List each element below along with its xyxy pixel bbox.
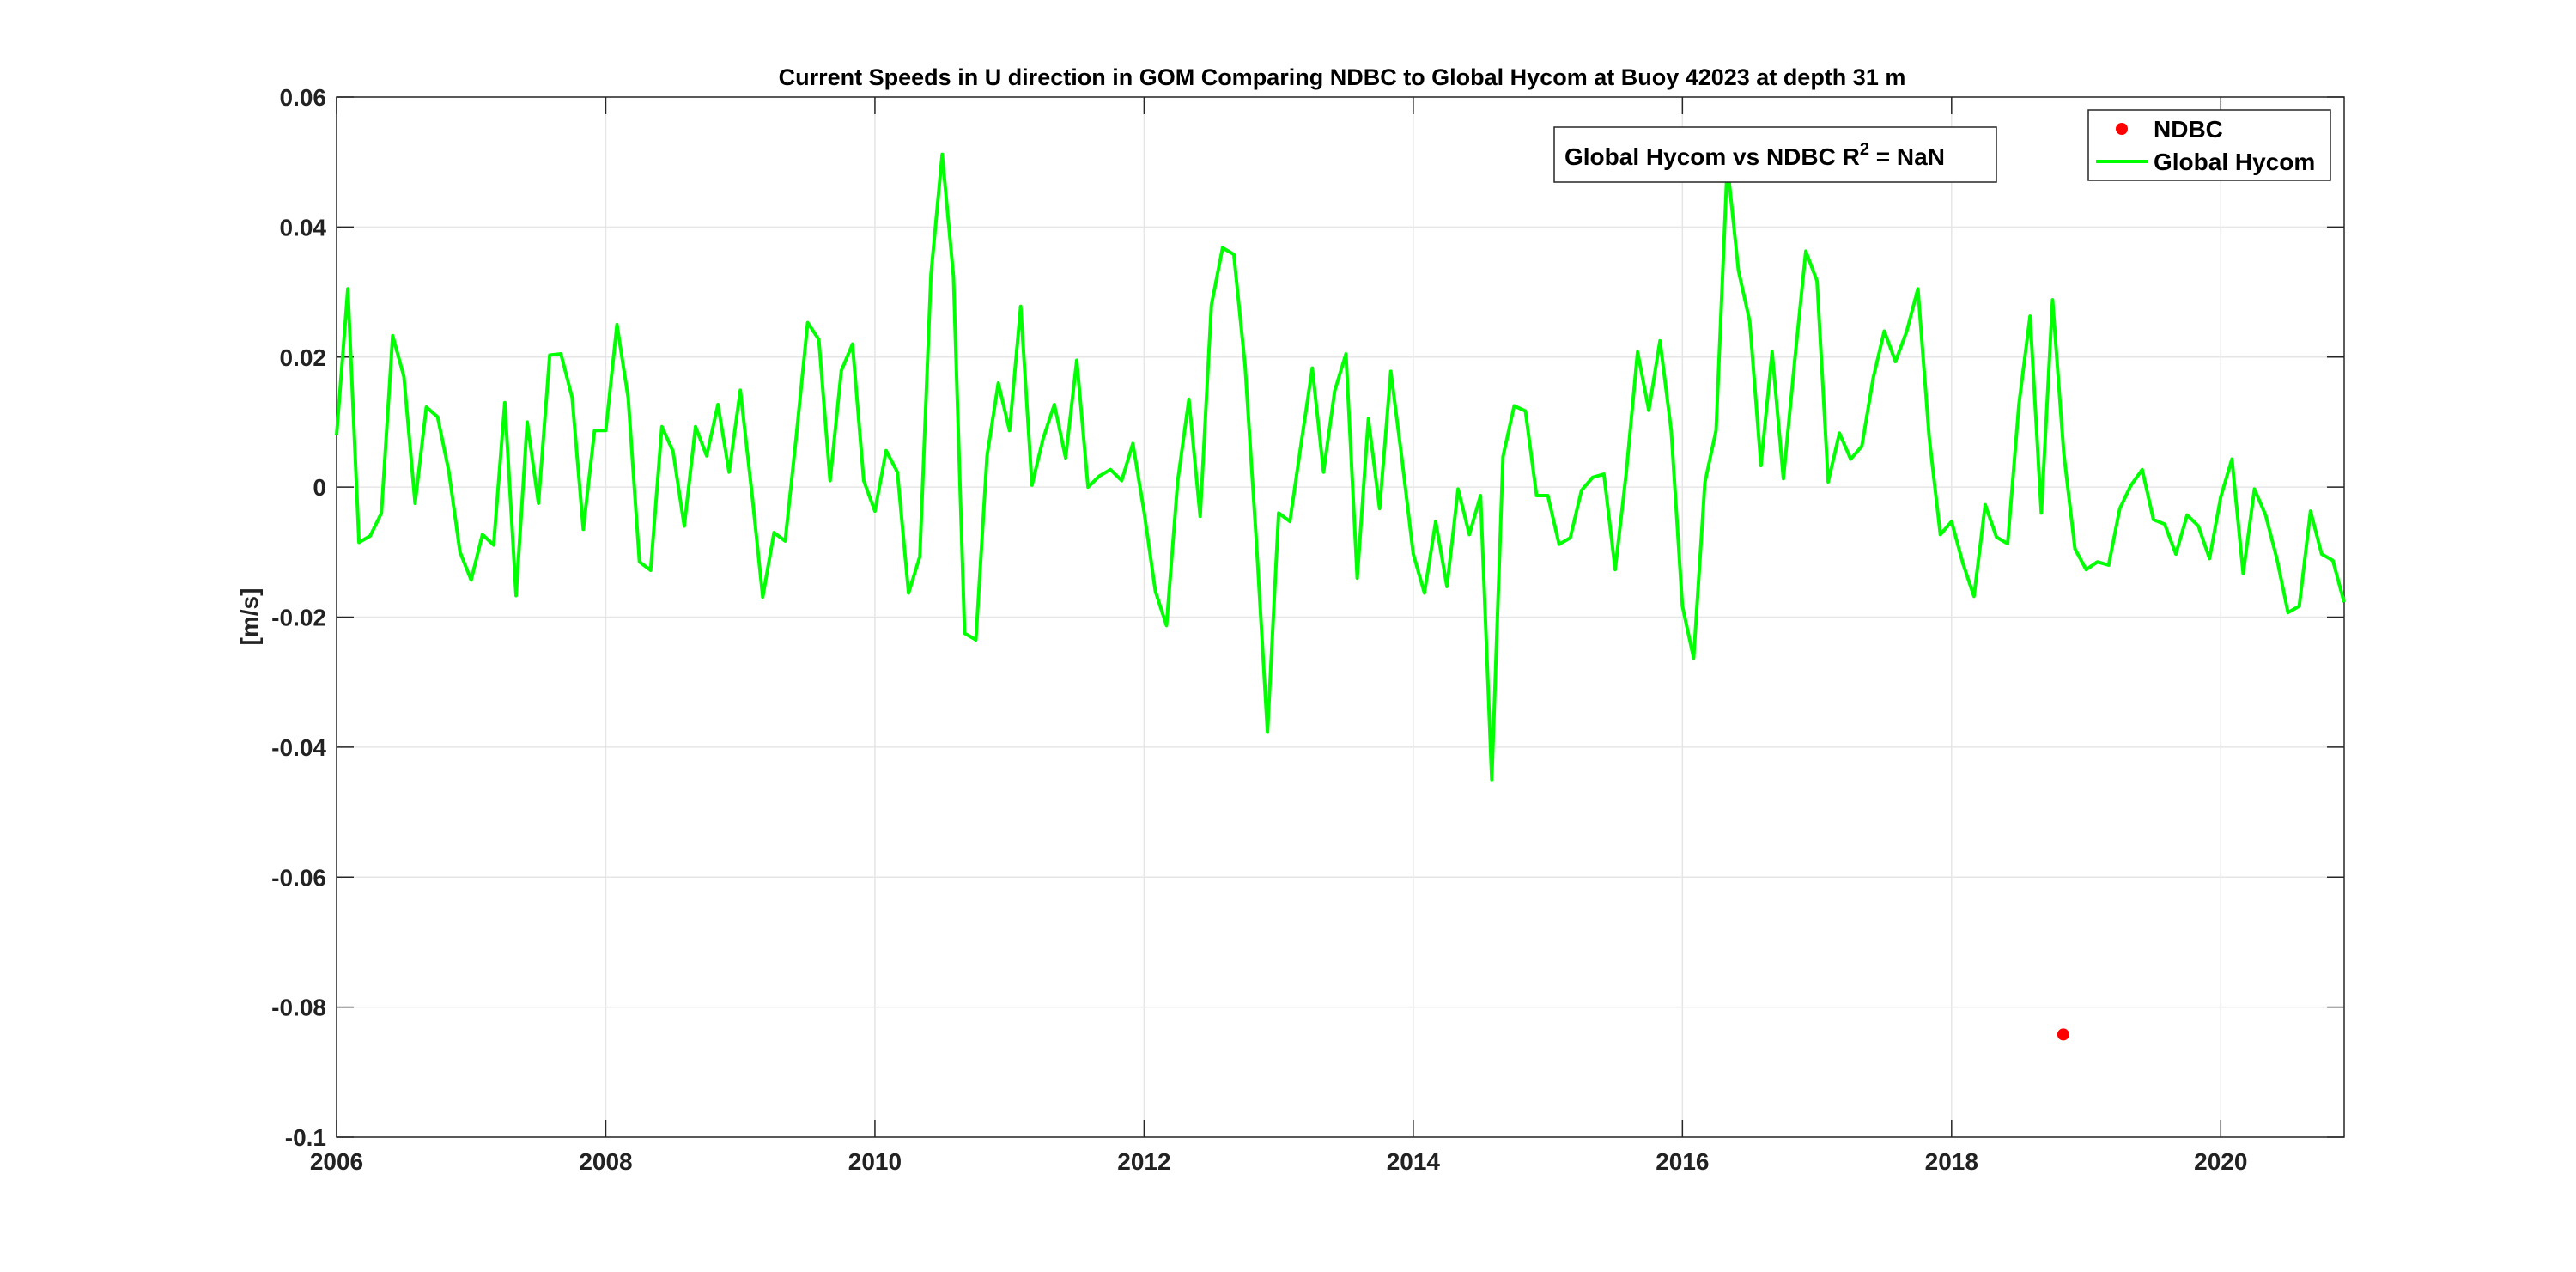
x-tick-label: 2018 xyxy=(1925,1148,1978,1175)
y-tick-label: -0.1 xyxy=(285,1124,326,1151)
series-layer xyxy=(335,152,2346,1041)
chart-title: Current Speeds in U direction in GOM Com… xyxy=(779,64,1906,90)
y-tick-label: 0.06 xyxy=(280,84,327,111)
y-tick-label: -0.02 xyxy=(271,605,326,631)
x-tick-label: 2016 xyxy=(1656,1148,1709,1175)
y-tick-label: -0.04 xyxy=(271,734,326,761)
x-tick-label: 2014 xyxy=(1387,1148,1441,1175)
annotation-text: Global Hycom vs NDBC R2 = NaN xyxy=(1564,140,1945,170)
axis-ticks: 2006 2008 2010 2012 2014 2016 2018 2020 -0.1 -0.0… xyxy=(271,84,2344,1175)
legend: NDBC Global Hycom xyxy=(2087,109,2331,181)
legend-ndbc-label: NDBC xyxy=(2154,116,2223,143)
data-point-ndbc xyxy=(2057,1028,2069,1041)
legend-hycom-label: Global Hycom xyxy=(2154,149,2315,175)
y-axis-label: [m/s] xyxy=(236,588,263,646)
y-tick-label: 0.02 xyxy=(280,344,327,371)
legend-ndbc-marker xyxy=(2116,123,2128,135)
r-squared-annotation: Global Hycom vs NDBC R2 = NaN xyxy=(1553,126,1997,183)
x-tick-label: 2012 xyxy=(1117,1148,1170,1175)
annotation-main: Global Hycom vs NDBC R xyxy=(1564,143,1860,170)
y-tick-label: -0.08 xyxy=(271,995,326,1021)
annotation-superscript: 2 xyxy=(1860,140,1869,159)
x-tick-label: 2010 xyxy=(848,1148,902,1175)
y-tick-label: 0.04 xyxy=(280,214,327,240)
y-tick-label: -0.06 xyxy=(271,864,326,891)
x-tick-label: 2008 xyxy=(579,1148,632,1175)
legend-box xyxy=(2087,109,2331,181)
series-line-global-hycom xyxy=(335,152,2346,782)
annotation-suffix: = NaN xyxy=(1869,143,1945,170)
x-tick-label: 2020 xyxy=(2194,1148,2247,1175)
x-tick-label: 2006 xyxy=(310,1148,363,1175)
annotation-box xyxy=(1553,126,1997,183)
y-tick-label: 0 xyxy=(313,474,326,501)
